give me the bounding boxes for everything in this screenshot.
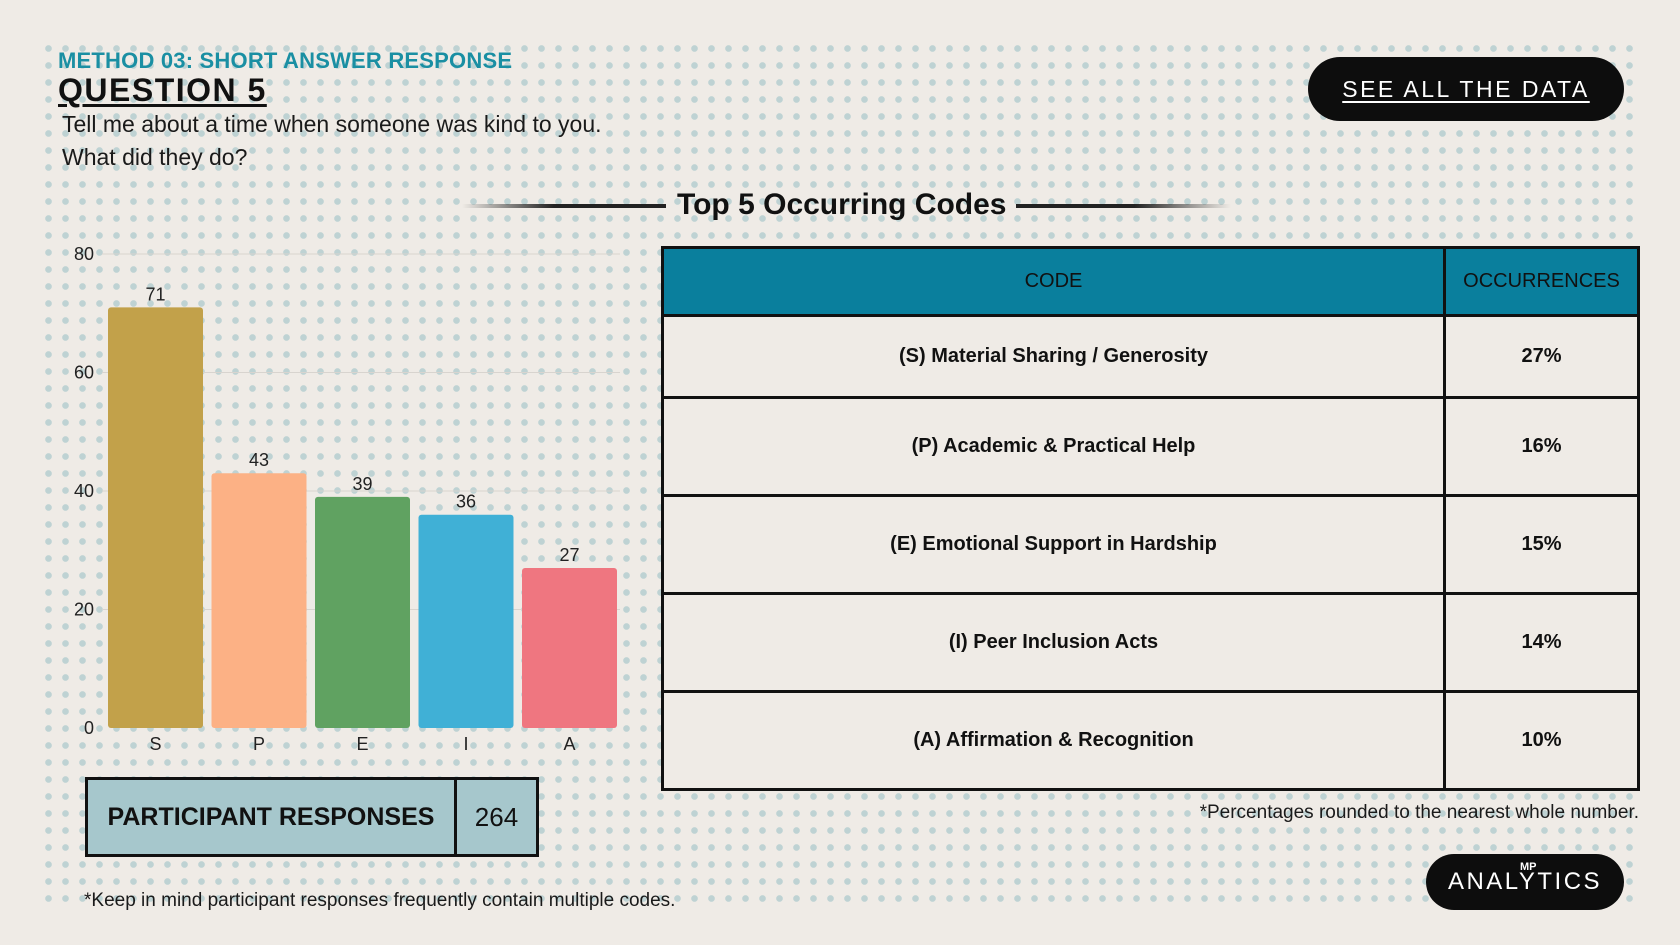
code-cell: (P) Academic & Practical Help (661, 396, 1446, 497)
method-label: METHOD 03: SHORT ANSWER RESPONSE (58, 48, 513, 73)
table-row: (E) Emotional Support in Hardship 15% (661, 494, 1640, 595)
participant-responses-label: PARTICIPANT RESPONSES (88, 780, 457, 854)
occurrence-cell: 15% (1443, 494, 1640, 595)
bar-i (418, 514, 514, 728)
data-label: 71 (145, 284, 165, 304)
code-cell: (I) Peer Inclusion Acts (661, 592, 1446, 693)
question-title: QUESTION 5 (58, 72, 267, 108)
bar-p (211, 473, 307, 728)
occurrence-cell: 16% (1443, 396, 1640, 497)
occurrence-cell: 14% (1443, 592, 1640, 693)
x-tick-label: P (253, 734, 265, 754)
data-label: 27 (559, 545, 579, 565)
analytics-logo: MP ANALYTICS (1426, 854, 1624, 910)
bar-s (108, 307, 203, 728)
logo-mark: MP (1520, 861, 1537, 873)
table-row: (P) Academic & Practical Help 16% (661, 396, 1640, 497)
table-row: (A) Affirmation & Recognition 10% (661, 690, 1640, 791)
table-header-row: CODE OCCURRENCES (661, 246, 1640, 317)
y-tick-label: 60 (74, 363, 94, 383)
x-tick-label: S (149, 734, 161, 754)
x-tick-label: I (463, 734, 468, 754)
y-tick-label: 80 (74, 244, 94, 264)
bar-e (315, 496, 410, 728)
code-cell: (S) Material Sharing / Generosity (661, 314, 1446, 399)
question-prompt: Tell me about a time when someone was ki… (62, 111, 602, 170)
x-tick-label: A (563, 734, 575, 754)
participant-responses-box: PARTICIPANT RESPONSES 264 (85, 777, 539, 857)
multiple-codes-note: *Keep in mind participant responses freq… (84, 890, 676, 911)
data-label: 36 (456, 492, 476, 512)
bar-a (522, 568, 617, 728)
data-label: 43 (249, 450, 269, 470)
rounding-note: *Percentages rounded to the nearest whol… (1199, 802, 1639, 823)
code-cell: (E) Emotional Support in Hardship (661, 494, 1446, 595)
codes-table: CODE OCCURRENCES (S) Material Sharing / … (661, 246, 1640, 791)
x-tick-label: E (356, 734, 368, 754)
participant-responses-value: 264 (474, 801, 519, 832)
logo-text: ANALYTICS (1447, 868, 1603, 895)
code-column-header: CODE (661, 246, 1446, 317)
bar-chart: 0 20 40 60 80 71 S 43 P 39 E 36 I 27 A (74, 244, 620, 754)
y-tick-label: 0 (84, 718, 94, 738)
occurrences-column-header: OCCURRENCES (1443, 246, 1640, 317)
section-title: Top 5 Occurring Codes (677, 188, 1007, 221)
see-all-data-button[interactable]: SEE ALL THE DATA (1308, 57, 1624, 121)
table-row: (S) Material Sharing / Generosity 27% (661, 314, 1640, 399)
code-cell: (A) Affirmation & Recognition (661, 690, 1446, 791)
data-label: 39 (352, 474, 372, 494)
occurrence-cell: 10% (1443, 690, 1640, 791)
y-tick-label: 20 (74, 600, 94, 620)
y-tick-label: 40 (74, 481, 94, 501)
table-row: (I) Peer Inclusion Acts 14% (661, 592, 1640, 693)
title-rule-right (1016, 204, 1231, 208)
title-rule-left (462, 204, 666, 208)
occurrence-cell: 27% (1443, 314, 1640, 399)
